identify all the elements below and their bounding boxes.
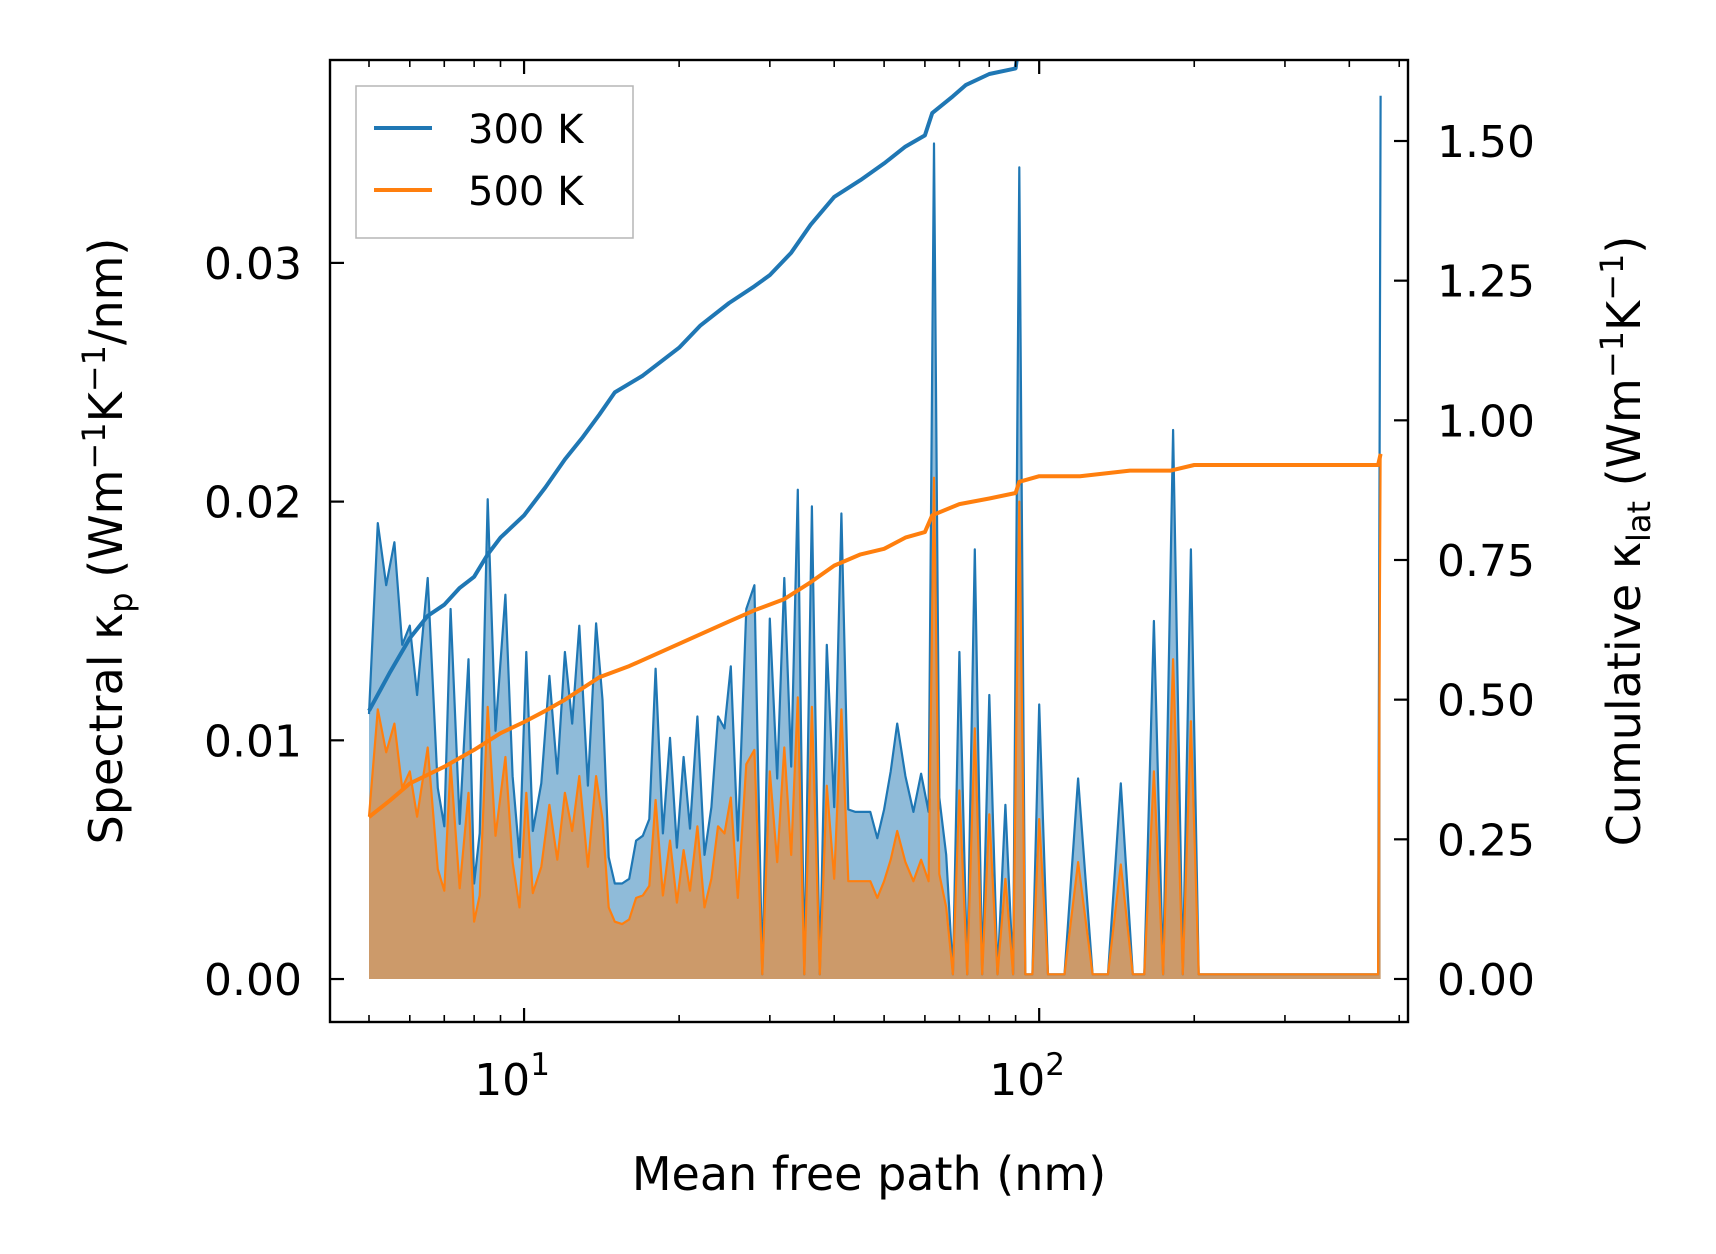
y-left-tick-label: 0.02: [204, 478, 302, 529]
legend-box: [355, 85, 634, 239]
cumulative-line-300k: [367, 60, 1019, 712]
axis-ticks: [330, 60, 1408, 1022]
spectral-lines: [367, 95, 1382, 976]
legend-label-500k: 500 K: [468, 169, 585, 215]
plot-frame: [328, 58, 1410, 1024]
cumulative-lines: [367, 60, 1383, 819]
y-left-tick-label: 0.00: [204, 955, 302, 1006]
legend: 300 K 500 K: [355, 85, 634, 239]
y-left-axis-label: Spectral κp (Wm−1K−1/nm): [75, 238, 140, 845]
y-right-tick-labels: 0.00 0.25 0.50 0.75 1.00 1.25 1.50: [1437, 117, 1535, 1006]
y-right-tick-label: 0.25: [1437, 815, 1535, 866]
x-tick-labels: 101 102: [474, 1047, 1065, 1106]
y-right-tick-label: 0.75: [1437, 536, 1535, 587]
y-left-tick-label: 0.01: [204, 716, 302, 767]
x-axis-label: Mean free path (nm): [632, 1147, 1106, 1201]
x-tick-label: 101: [474, 1047, 550, 1106]
y-left-tick-labels: 0.00 0.01 0.02 0.03: [204, 239, 302, 1006]
x-tick-label: 102: [989, 1047, 1065, 1106]
spectral-line-500k: [367, 453, 1382, 976]
legend-label-300k: 300 K: [468, 107, 585, 153]
y-right-tick-label: 1.50: [1437, 117, 1535, 168]
y-right-axis-label: Cumulative κlat (Wm−1K−1): [1593, 236, 1658, 847]
y-right-tick-label: 1.00: [1437, 396, 1535, 447]
cumulative-line-500k: [367, 453, 1383, 819]
spectral-fills: [369, 95, 1381, 980]
y-left-tick-label: 0.03: [204, 239, 302, 290]
spectral-fill-500k: [369, 453, 1381, 979]
y-right-tick-label: 1.25: [1437, 257, 1535, 308]
y-right-tick-label: 0.00: [1437, 955, 1535, 1006]
y-right-tick-label: 0.50: [1437, 676, 1535, 727]
